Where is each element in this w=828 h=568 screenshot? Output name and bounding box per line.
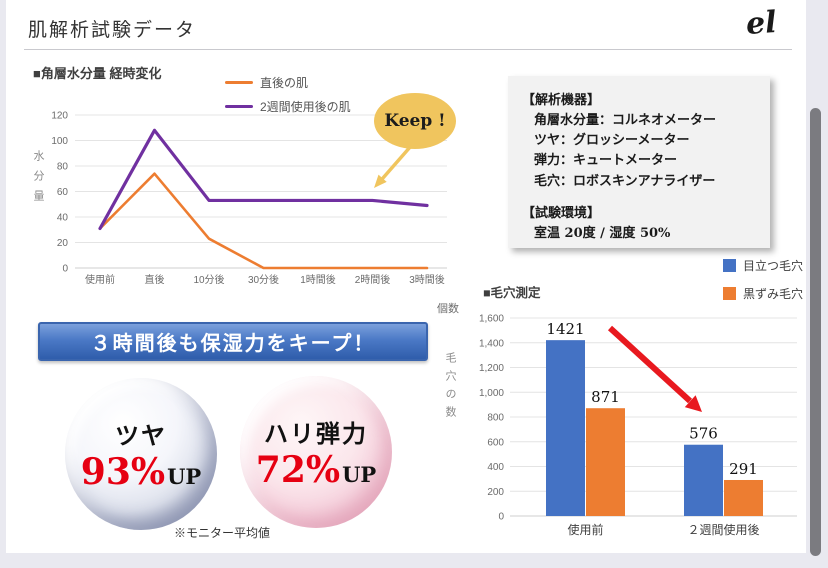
slide: 肌解析試験データ el ■角層水分量 経時変化 直後の肌 2週間使用後の肌 水分… [6,0,806,553]
moisture-line-chart: 0 20 40 60 80 100 120 使用前 直後 10分後 30分後 1時間後 2時間後 3時間後 [51,111,447,286]
svg-text:100: 100 [51,136,68,147]
bar-swatch-orange [723,287,736,300]
legend-label: 2週間使用後の肌 [260,100,351,114]
analysis-item: 弾力：キュートメーター [534,153,678,169]
bar-chart-unit-label: 個数 [437,303,459,315]
title-divider [24,49,792,50]
legend-item: 黒ずみ毛穴 [723,285,803,302]
elasticity-label: ハリ弾力 [264,420,368,448]
svg-text:40: 40 [57,213,69,224]
svg-text:30分後: 30分後 [248,273,279,286]
gloss-value-row: 93% UP [81,451,201,493]
line-chart-title: ■角層水分量 経時変化 [33,66,162,81]
analysis-info-box: 【解析機器】 角層水分量：コルネオメーター ツヤ：グロッシーメーター 弾力：キュ… [508,76,770,248]
svg-text:800: 800 [487,413,504,424]
legend-item: 2週間使用後の肌 [225,98,351,115]
svg-text:291: 291 [729,460,758,478]
gloss-bubble: ツヤ 93% UP [65,378,217,530]
gloss-percent: 93% [80,450,166,493]
analysis-heading: 【解析機器】 [522,93,601,108]
svg-text:200: 200 [487,487,504,498]
vertical-scrollbar-thumb[interactable] [810,108,821,556]
svg-text:使用前: 使用前 [85,273,115,286]
analysis-item: 角層水分量：コルネオメーター [534,113,717,129]
svg-text:2時間後: 2時間後 [355,273,391,286]
result-banner: ３時間後も保湿力をキープ！ [38,322,428,361]
analysis-item: 毛穴：ロボスキンアナライザー [534,173,716,189]
bar-chart-legend: 目立つ毛穴 黒ずみ毛穴 [723,257,803,309]
svg-text:1,400: 1,400 [479,338,504,349]
bar-chart-title: ■毛穴測定 [483,286,541,300]
svg-text:400: 400 [487,462,504,473]
line-chart-y-axis-label: 水分量 [32,150,44,210]
svg-text:871: 871 [591,388,620,406]
svg-text:1,600: 1,600 [479,314,504,325]
page-title: 肌解析試験データ [28,20,197,41]
svg-text:1時間後: 1時間後 [300,273,336,286]
svg-text:60: 60 [57,187,69,198]
line-chart-legend: 直後の肌 2週間使用後の肌 [225,74,351,122]
monitor-average-note: ※モニター平均値 [173,526,270,540]
svg-text:1421: 1421 [546,320,584,338]
line-swatch-orange [225,81,253,84]
elasticity-bubble: ハリ弾力 72% UP [240,376,392,528]
legend-item: 直後の肌 [225,74,351,91]
legend-label: 直後の肌 [260,76,309,90]
svg-text:２週間使用後: ２週間使用後 [687,522,759,537]
bar-chart-y-axis-label: 毛穴の数 [444,352,456,424]
svg-text:0: 0 [62,264,68,275]
legend-label: 黒ずみ毛穴 [743,287,804,301]
svg-text:3時間後: 3時間後 [409,273,445,286]
elasticity-up-suffix: UP [342,461,377,487]
elasticity-percent: 72% [255,448,341,491]
analysis-item: ツヤ：グロッシーメーター [534,133,690,149]
environment-value: 室温 20度 / 湿度 50% [534,225,671,241]
svg-text:600: 600 [487,437,504,448]
environment-heading: 【試験環境】 [522,205,601,221]
keep-callout: Keep ! [374,93,456,149]
svg-text:20: 20 [57,238,69,249]
pore-bar-chart: 0 200 400 600 800 1,000 1,200 1,400 1,600 1421 576… [479,314,797,537]
svg-text:0: 0 [498,512,504,523]
svg-text:1,000: 1,000 [479,388,504,399]
svg-text:使用前: 使用前 [567,522,603,537]
brand-logo: el [744,4,778,43]
gloss-label: ツヤ [115,422,167,450]
svg-text:10分後: 10分後 [193,273,224,286]
svg-text:120: 120 [51,111,68,122]
svg-text:80: 80 [57,162,69,173]
legend-label: 目立つ毛穴 [743,259,804,273]
gloss-up-suffix: UP [167,463,202,489]
keep-callout-tail-icon [374,144,413,188]
svg-text:576: 576 [689,425,718,443]
legend-item: 目立つ毛穴 [723,257,803,274]
svg-text:1,200: 1,200 [479,363,504,374]
elasticity-value-row: 72% UP [256,449,376,491]
svg-text:直後: 直後 [145,273,165,286]
line-swatch-purple [225,105,253,108]
bar-swatch-blue [723,259,736,272]
